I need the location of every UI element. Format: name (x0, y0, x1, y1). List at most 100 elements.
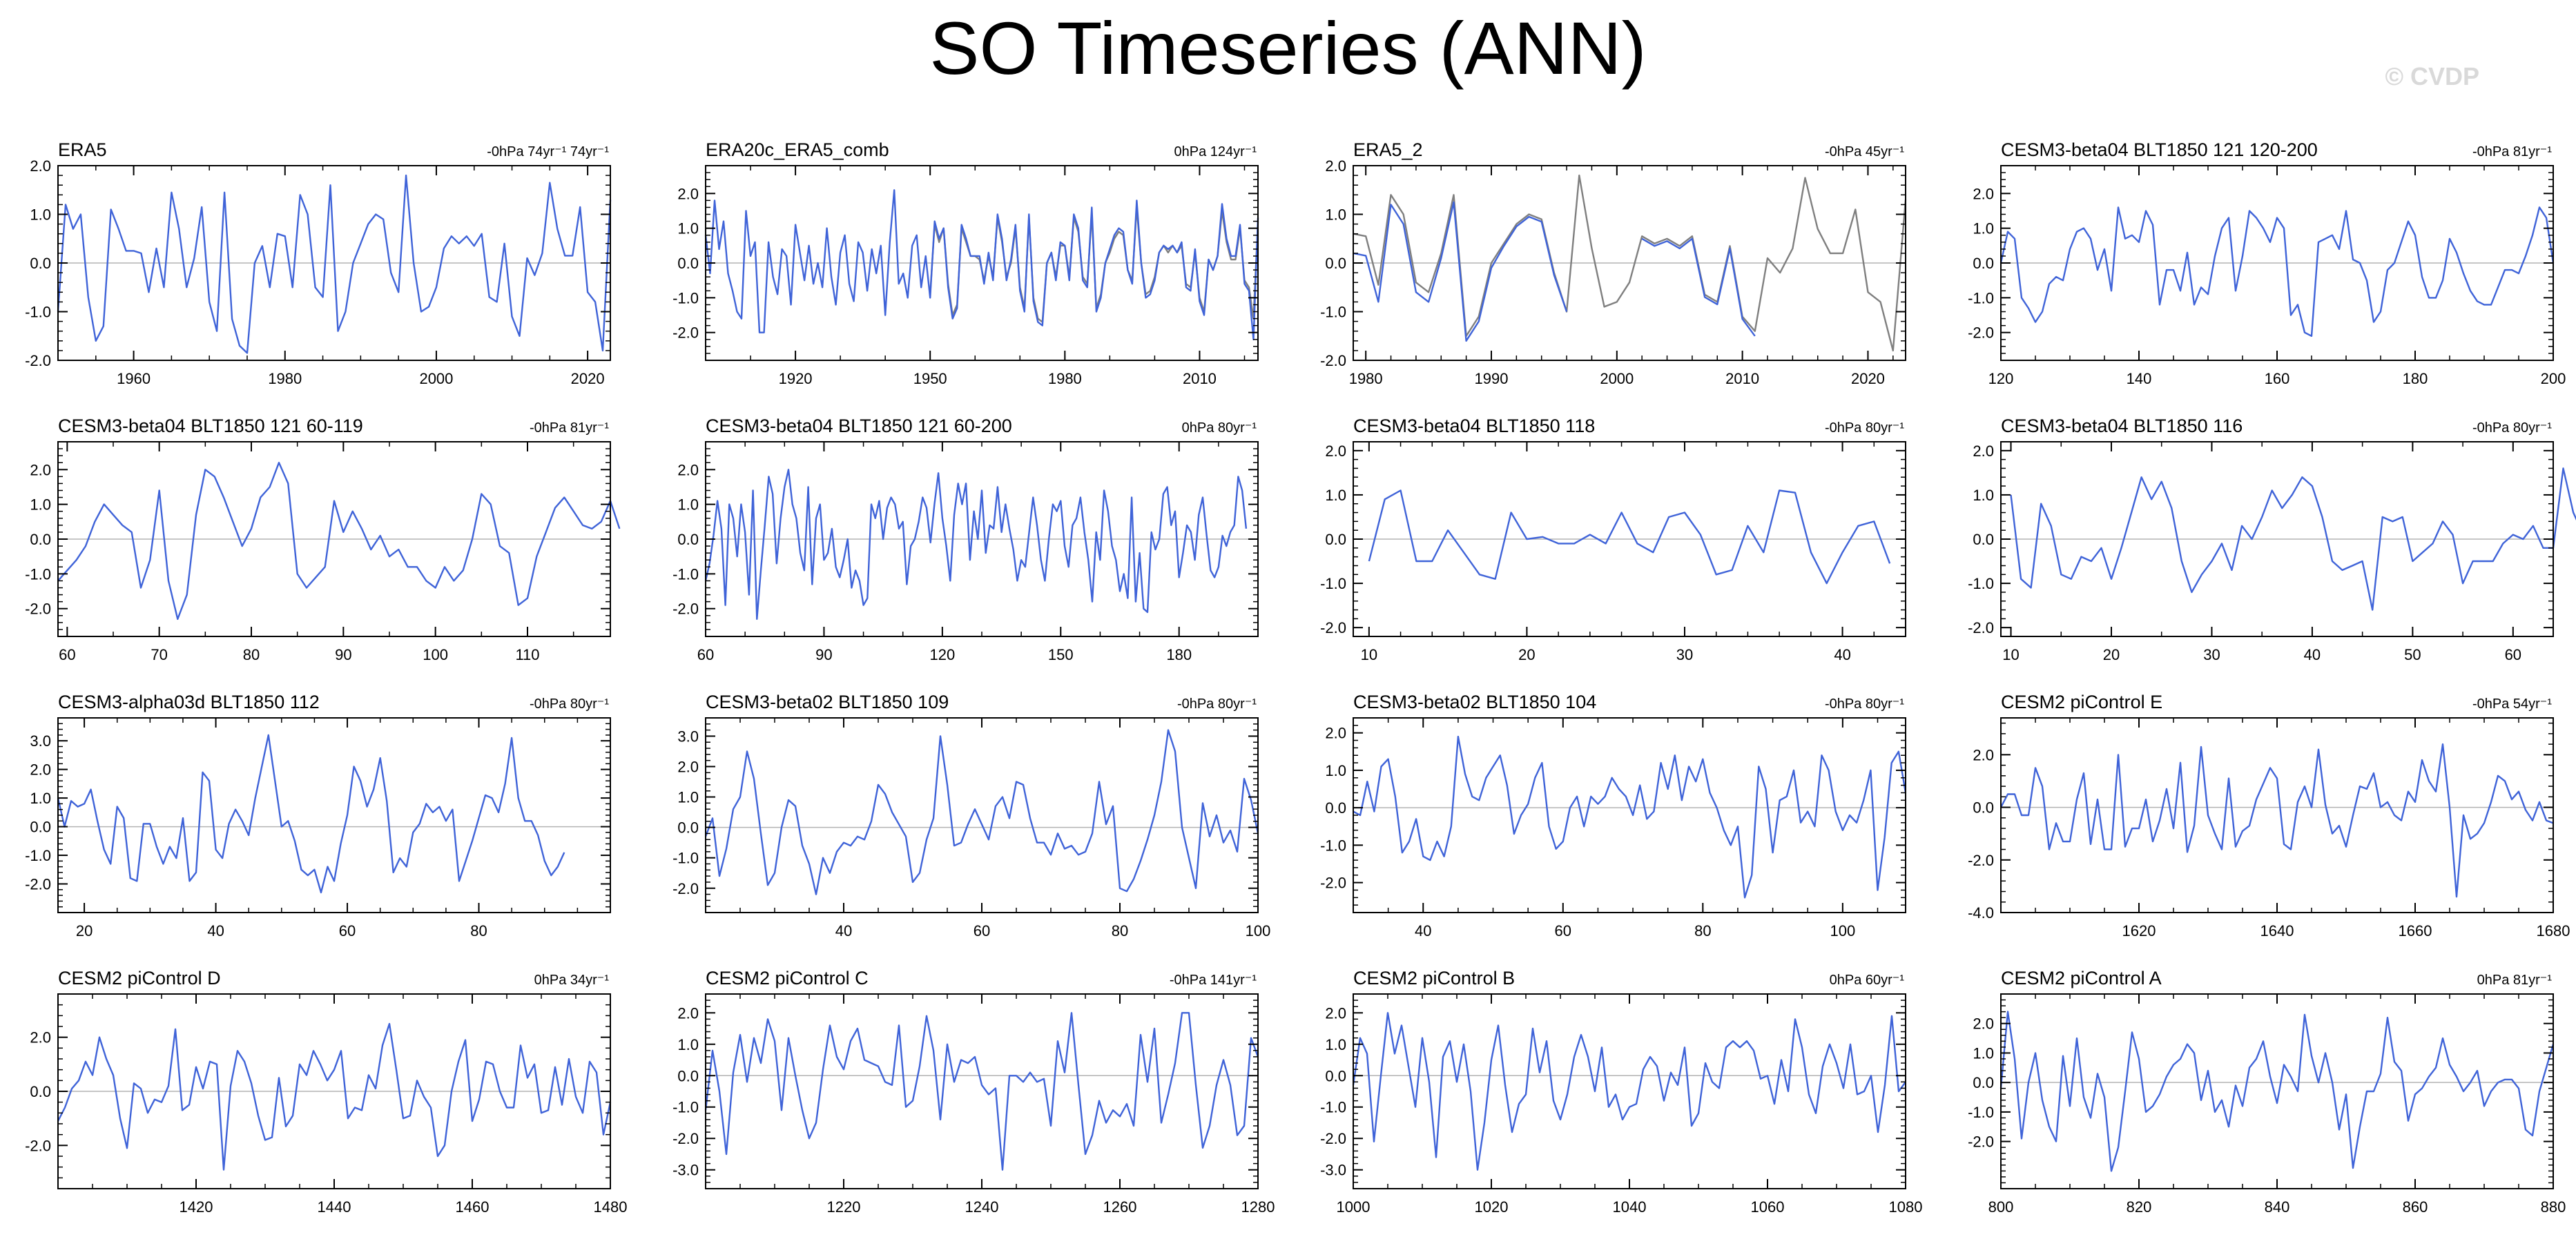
y-tick-label: 2.0 (677, 759, 699, 776)
x-tick-label: 1080 (1889, 1198, 1923, 1216)
series-line-2 (1353, 201, 1756, 342)
panel-15: CESM2 piControl B 0hPa 60yr⁻¹ 1000 1020 1040… (1320, 968, 1922, 1216)
x-tick-label: 30 (2203, 646, 2220, 663)
panel-info: -0hPa 80yr⁻¹ (1177, 696, 1257, 712)
y-tick-label: -2.0 (25, 876, 51, 893)
y-tick-label: 1.0 (1325, 1036, 1346, 1053)
y-tick-label: -2.0 (672, 1130, 699, 1147)
y-tick-label: 0.0 (30, 1083, 51, 1100)
y-tick-label: -2.0 (1320, 1130, 1346, 1147)
panel-title: CESM2 piControl D (58, 968, 221, 988)
figure-title: SO Timeseries (ANN) (929, 6, 1647, 90)
panel-title: ERA5 (58, 139, 107, 160)
panel-info: -0hPa 80yr⁻¹ (530, 696, 609, 712)
y-tick-label: 2.0 (30, 461, 51, 478)
x-tick-label: 2010 (1183, 370, 1217, 387)
x-tick-label: 20 (1518, 646, 1535, 663)
series-line-1 (704, 469, 1248, 620)
y-tick-label: 1.0 (30, 496, 51, 514)
panel-8: CESM3-beta04 BLT1850 116 -0hPa 80yr⁻¹ 10 20… (1968, 416, 2576, 663)
x-tick-label: 50 (2404, 646, 2421, 663)
y-tick-label: 1.0 (1973, 1044, 1994, 1062)
series-line-1 (1999, 206, 2555, 337)
panel-info: -0hPa 141yr⁻¹ (1170, 973, 1257, 988)
x-tick-label: 20 (2103, 646, 2120, 663)
panel-info: 0hPa 81yr⁻¹ (2477, 973, 2553, 988)
y-tick-label: -1.0 (25, 847, 51, 864)
x-tick-label: 10 (2002, 646, 2019, 663)
x-tick-label: 70 (151, 646, 167, 663)
x-tick-label: 140 (2127, 370, 2152, 387)
series-line-1 (1368, 489, 1891, 585)
series-line-1 (704, 729, 1259, 895)
y-tick-label: 2.0 (30, 761, 51, 779)
y-tick-label: 0.0 (30, 255, 51, 272)
y-tick-label: 0.0 (677, 255, 699, 272)
series-line-1 (1353, 735, 1907, 899)
y-tick-label: 0.0 (1325, 255, 1346, 272)
y-tick-label: -1.0 (672, 565, 699, 583)
y-tick-label: 0.0 (30, 531, 51, 548)
y-tick-label: 2.0 (677, 461, 699, 478)
x-tick-label: 60 (697, 646, 714, 663)
y-tick-label: 0.0 (1325, 799, 1346, 817)
series-line-2 (704, 189, 1259, 340)
y-tick-label: 2.0 (1325, 725, 1346, 742)
plot-frame (705, 993, 1259, 1189)
x-tick-label: 1440 (318, 1198, 351, 1216)
panel-info: 0hPa 80yr⁻¹ (1182, 420, 1257, 436)
x-tick-label: 840 (2265, 1198, 2290, 1216)
panel-10: CESM3-beta02 BLT1850 109 -0hPa 80yr⁻¹ 40 60… (672, 692, 1270, 939)
x-tick-label: 2020 (571, 370, 605, 387)
y-tick-label: 0.0 (677, 819, 699, 837)
y-tick-label: -2.0 (1320, 619, 1346, 636)
series-line-1 (1353, 174, 1907, 352)
panel-info: -0hPa 54yr⁻¹ (2472, 696, 2552, 712)
y-tick-label: 2.0 (30, 157, 51, 175)
y-tick-label: -1.0 (1320, 575, 1346, 592)
panel-1: ERA5 -0hPa 74yr⁻¹ 74yr⁻¹ 1960 1980 2000 2020 -… (25, 139, 612, 387)
x-tick-label: 1480 (594, 1198, 628, 1216)
x-tick-label: 120 (1988, 370, 2014, 387)
y-tick-label: -2.0 (672, 601, 699, 618)
x-tick-label: 800 (1988, 1198, 2014, 1216)
panel-title: CESM2 piControl E (2001, 692, 2162, 712)
panel-2: ERA20c_ERA5_comb 0hPa 124yr⁻¹ 1920 1950 1980… (672, 139, 1259, 387)
x-tick-label: 80 (470, 922, 487, 939)
x-tick-label: 1960 (117, 370, 151, 387)
y-tick-label: 2.0 (1973, 185, 1994, 202)
y-tick-label: 3.0 (677, 728, 699, 745)
y-tick-label: -3.0 (1320, 1162, 1346, 1179)
x-tick-label: 20 (76, 922, 93, 939)
x-tick-label: 1280 (1241, 1198, 1275, 1216)
x-tick-label: 80 (243, 646, 260, 663)
y-tick-label: -2.0 (25, 352, 51, 369)
panel-title: CESM2 piControl B (1353, 968, 1515, 988)
x-tick-label: 40 (2304, 646, 2321, 663)
y-tick-label: 0.0 (1973, 255, 1994, 272)
x-tick-label: 180 (2403, 370, 2428, 387)
x-tick-label: 40 (207, 922, 224, 939)
y-tick-label: -2.0 (25, 601, 51, 618)
panel-9: CESM3-alpha03d BLT1850 112 -0hPa 80yr⁻¹ 20… (25, 692, 611, 939)
y-tick-label: -2.0 (1968, 852, 1994, 869)
x-tick-label: 1060 (1751, 1198, 1785, 1216)
x-tick-label: 60 (339, 922, 356, 939)
y-tick-label: -1.0 (672, 850, 699, 867)
y-tick-label: -2.0 (1320, 352, 1346, 369)
x-tick-label: 1920 (779, 370, 813, 387)
cvdp-watermark: © CVDP (2385, 62, 2479, 90)
plot-frame (2000, 717, 2554, 913)
x-tick-label: 1420 (180, 1198, 213, 1216)
x-tick-label: 60 (2505, 646, 2521, 663)
x-tick-label: 200 (2541, 370, 2566, 387)
y-tick-label: 2.0 (677, 185, 699, 202)
x-tick-label: 2000 (419, 370, 453, 387)
y-tick-label: 0.0 (1325, 1067, 1346, 1084)
panel-info: -0hPa 81yr⁻¹ (2472, 144, 2552, 159)
y-tick-label: 2.0 (1973, 746, 1994, 763)
panel-11: CESM3-beta02 BLT1850 104 -0hPa 80yr⁻¹ 40 60… (1320, 692, 1907, 939)
series-line-1 (57, 734, 565, 894)
plot-frame (1353, 717, 1906, 913)
